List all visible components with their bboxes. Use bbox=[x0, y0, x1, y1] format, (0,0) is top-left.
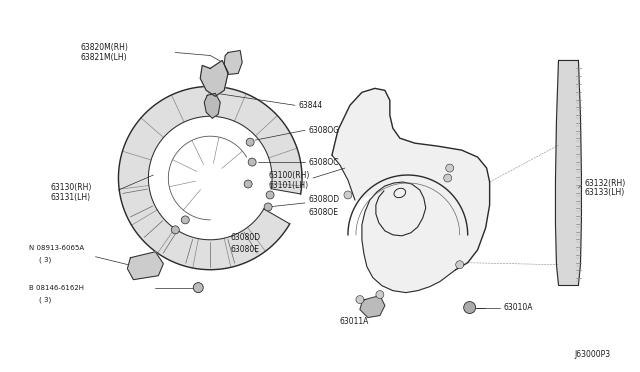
Text: 63101(LH): 63101(LH) bbox=[268, 180, 308, 189]
Circle shape bbox=[356, 296, 364, 304]
Circle shape bbox=[181, 216, 189, 224]
Text: 6308OD: 6308OD bbox=[308, 195, 339, 205]
Circle shape bbox=[344, 191, 352, 199]
Text: 63010A: 63010A bbox=[504, 303, 533, 312]
Circle shape bbox=[248, 158, 256, 166]
Circle shape bbox=[172, 226, 179, 234]
Text: 63132(RH): 63132(RH) bbox=[584, 179, 626, 187]
Circle shape bbox=[193, 283, 204, 293]
Polygon shape bbox=[200, 61, 228, 96]
Circle shape bbox=[266, 191, 274, 199]
Text: 63133(LH): 63133(LH) bbox=[584, 189, 625, 198]
Text: 63080E: 63080E bbox=[230, 245, 259, 254]
Text: 63011A: 63011A bbox=[340, 317, 369, 326]
Polygon shape bbox=[224, 51, 242, 74]
Text: ( 3): ( 3) bbox=[38, 256, 51, 263]
Text: 6308OE: 6308OE bbox=[308, 208, 338, 217]
Circle shape bbox=[444, 174, 452, 182]
Polygon shape bbox=[556, 61, 581, 285]
Circle shape bbox=[244, 180, 252, 188]
Circle shape bbox=[246, 138, 254, 146]
Text: 63844: 63844 bbox=[298, 101, 323, 110]
Polygon shape bbox=[118, 86, 302, 270]
Polygon shape bbox=[360, 296, 385, 318]
Circle shape bbox=[456, 261, 464, 269]
Text: 6308OC: 6308OC bbox=[308, 158, 339, 167]
Polygon shape bbox=[204, 93, 220, 118]
Text: 63131(LH): 63131(LH) bbox=[51, 193, 91, 202]
Text: 6308OG: 6308OG bbox=[308, 126, 339, 135]
Text: B 08146-6162H: B 08146-6162H bbox=[29, 285, 84, 291]
Text: 63820M(RH): 63820M(RH) bbox=[81, 43, 129, 52]
Polygon shape bbox=[332, 89, 490, 293]
Circle shape bbox=[376, 291, 384, 299]
Polygon shape bbox=[127, 252, 163, 280]
Text: ( 3): ( 3) bbox=[38, 296, 51, 303]
Text: N 08913-6065A: N 08913-6065A bbox=[29, 245, 84, 251]
Text: J63000P3: J63000P3 bbox=[575, 350, 611, 359]
Text: 63130(RH): 63130(RH) bbox=[51, 183, 92, 192]
Text: 63080D: 63080D bbox=[230, 233, 260, 242]
Circle shape bbox=[264, 203, 272, 211]
Text: 63100(RH): 63100(RH) bbox=[268, 170, 310, 180]
Circle shape bbox=[464, 302, 476, 314]
Text: 63821M(LH): 63821M(LH) bbox=[81, 53, 127, 62]
Circle shape bbox=[445, 164, 454, 172]
